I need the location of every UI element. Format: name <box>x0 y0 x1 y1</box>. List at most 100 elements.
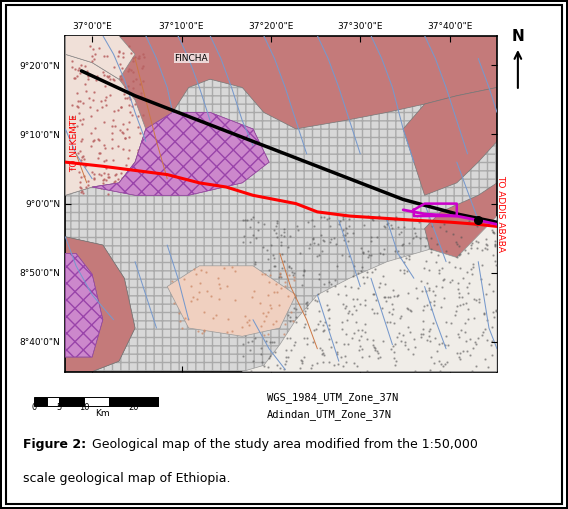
Point <box>427 353 436 361</box>
Point <box>256 299 265 307</box>
Point <box>103 72 112 80</box>
Point <box>75 64 84 72</box>
Point <box>357 326 366 334</box>
Point <box>465 279 474 287</box>
Point <box>83 75 93 83</box>
Point <box>80 155 89 163</box>
Point <box>389 292 398 300</box>
Point <box>68 113 77 121</box>
Point <box>462 268 471 276</box>
Point <box>270 262 279 270</box>
Point <box>208 314 217 322</box>
Point <box>342 329 351 337</box>
Point <box>479 309 488 318</box>
Point <box>287 264 296 272</box>
Point <box>361 327 370 335</box>
Point <box>419 317 428 325</box>
Point <box>396 312 405 320</box>
Point <box>275 364 285 372</box>
Point <box>136 174 145 182</box>
Point <box>249 264 258 272</box>
Point <box>122 125 131 133</box>
Point <box>435 340 444 348</box>
Point <box>373 354 382 362</box>
Text: N: N <box>512 29 524 44</box>
Point <box>343 229 352 237</box>
Point <box>100 176 109 184</box>
Bar <box>109 397 159 406</box>
Point <box>128 54 137 62</box>
Point <box>490 258 499 266</box>
Point <box>81 183 90 191</box>
Point <box>242 216 251 224</box>
Point <box>280 277 289 286</box>
Point <box>264 316 273 324</box>
Point <box>440 220 449 228</box>
Polygon shape <box>65 237 135 372</box>
Point <box>266 296 275 304</box>
Point <box>125 183 134 191</box>
Point <box>80 80 89 88</box>
Point <box>357 353 366 361</box>
Point <box>250 258 260 266</box>
Point <box>281 320 290 328</box>
Point <box>313 290 322 298</box>
Point <box>253 218 262 226</box>
Point <box>291 291 300 299</box>
Point <box>200 307 209 316</box>
Point <box>86 142 95 150</box>
Point <box>413 212 422 220</box>
Polygon shape <box>65 36 497 195</box>
Point <box>186 297 195 305</box>
Point <box>404 252 413 260</box>
Point <box>315 344 324 352</box>
Point <box>116 75 125 83</box>
Point <box>399 266 408 274</box>
Point <box>313 297 322 305</box>
Point <box>238 352 247 360</box>
Point <box>289 271 298 279</box>
Point <box>400 259 409 267</box>
Point <box>267 292 276 300</box>
Point <box>376 249 385 258</box>
Point <box>305 240 314 248</box>
Point <box>463 305 473 313</box>
Point <box>202 287 211 295</box>
Point <box>410 230 419 238</box>
Point <box>283 334 292 343</box>
Point <box>429 358 438 366</box>
Point <box>86 111 95 120</box>
Point <box>472 362 481 370</box>
Point <box>97 103 106 111</box>
Point <box>68 57 77 65</box>
Point <box>94 154 103 162</box>
Point <box>336 353 345 361</box>
Point <box>308 234 318 242</box>
Point <box>241 325 250 333</box>
Point <box>289 317 298 325</box>
Point <box>124 82 133 91</box>
Point <box>490 240 499 248</box>
Point <box>244 266 253 274</box>
Point <box>433 250 442 259</box>
Point <box>128 58 137 66</box>
Point <box>90 175 99 183</box>
Point <box>324 325 333 333</box>
Point <box>139 156 148 164</box>
Point <box>369 335 378 344</box>
Point <box>292 314 301 322</box>
Point <box>228 327 237 335</box>
Point <box>255 312 264 320</box>
Point <box>281 282 290 290</box>
Point <box>102 156 111 164</box>
Point <box>88 96 97 104</box>
Point <box>388 342 397 350</box>
Point <box>424 284 433 292</box>
Point <box>286 346 295 354</box>
Point <box>425 366 435 375</box>
Point <box>302 304 311 313</box>
Point <box>304 244 313 252</box>
Point <box>412 232 421 240</box>
Point <box>87 56 97 65</box>
Point <box>118 129 127 137</box>
